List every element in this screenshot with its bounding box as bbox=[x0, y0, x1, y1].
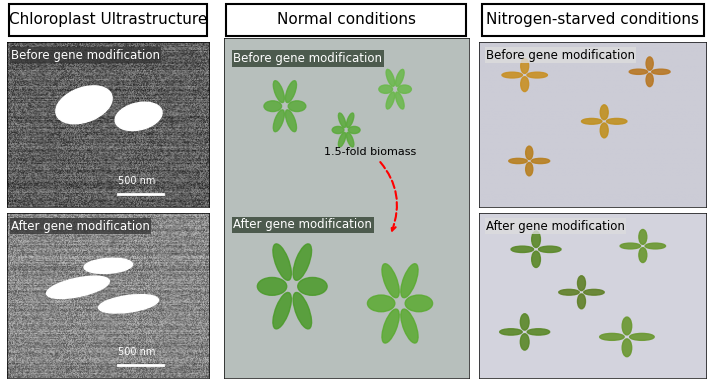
Ellipse shape bbox=[581, 118, 602, 124]
Ellipse shape bbox=[520, 334, 529, 350]
Text: 500 nm: 500 nm bbox=[118, 176, 155, 186]
Ellipse shape bbox=[577, 294, 586, 309]
Ellipse shape bbox=[293, 293, 312, 329]
Ellipse shape bbox=[257, 277, 287, 295]
Ellipse shape bbox=[368, 295, 395, 312]
Ellipse shape bbox=[56, 86, 112, 124]
Text: 500 nm: 500 nm bbox=[118, 347, 155, 357]
Ellipse shape bbox=[405, 295, 432, 312]
Ellipse shape bbox=[339, 113, 346, 128]
Ellipse shape bbox=[386, 92, 395, 109]
FancyBboxPatch shape bbox=[481, 5, 704, 36]
Ellipse shape bbox=[264, 101, 282, 112]
Ellipse shape bbox=[606, 118, 627, 124]
Ellipse shape bbox=[520, 77, 529, 92]
Ellipse shape bbox=[539, 246, 561, 253]
Ellipse shape bbox=[401, 309, 418, 343]
Ellipse shape bbox=[629, 69, 648, 74]
Ellipse shape bbox=[401, 264, 418, 298]
Ellipse shape bbox=[349, 126, 360, 134]
Ellipse shape bbox=[273, 244, 291, 280]
Ellipse shape bbox=[622, 339, 632, 357]
Ellipse shape bbox=[99, 295, 158, 313]
Ellipse shape bbox=[273, 81, 285, 102]
Ellipse shape bbox=[273, 293, 291, 329]
Ellipse shape bbox=[630, 333, 654, 340]
Ellipse shape bbox=[600, 333, 624, 340]
Ellipse shape bbox=[646, 57, 653, 70]
Ellipse shape bbox=[84, 258, 133, 274]
Ellipse shape bbox=[346, 113, 354, 128]
Text: After gene modification: After gene modification bbox=[486, 220, 625, 233]
Ellipse shape bbox=[395, 92, 404, 109]
Ellipse shape bbox=[339, 133, 346, 147]
Ellipse shape bbox=[520, 58, 529, 73]
Ellipse shape bbox=[379, 85, 393, 93]
Ellipse shape bbox=[531, 159, 550, 163]
Ellipse shape bbox=[600, 123, 608, 138]
Ellipse shape bbox=[532, 251, 540, 267]
Text: Chloroplast Ultrastructure: Chloroplast Ultrastructure bbox=[9, 12, 207, 27]
Ellipse shape bbox=[332, 126, 344, 134]
Ellipse shape bbox=[584, 290, 604, 295]
Ellipse shape bbox=[645, 243, 665, 249]
Ellipse shape bbox=[346, 133, 354, 147]
FancyBboxPatch shape bbox=[226, 5, 466, 36]
Ellipse shape bbox=[297, 277, 327, 295]
Ellipse shape bbox=[559, 290, 579, 295]
Ellipse shape bbox=[577, 276, 586, 291]
Text: After gene modification: After gene modification bbox=[234, 219, 372, 231]
Ellipse shape bbox=[520, 314, 529, 330]
Text: After gene modification: After gene modification bbox=[11, 220, 150, 233]
Ellipse shape bbox=[622, 317, 632, 335]
Text: Before gene modification: Before gene modification bbox=[11, 49, 160, 62]
Text: 1.5-fold biomass: 1.5-fold biomass bbox=[324, 147, 417, 231]
Ellipse shape bbox=[528, 329, 550, 335]
FancyBboxPatch shape bbox=[9, 5, 207, 36]
Text: Nitrogen-starved conditions: Nitrogen-starved conditions bbox=[486, 12, 699, 27]
Ellipse shape bbox=[273, 110, 285, 132]
Ellipse shape bbox=[600, 105, 608, 120]
Text: Before gene modification: Before gene modification bbox=[486, 49, 635, 62]
Ellipse shape bbox=[532, 231, 540, 248]
Ellipse shape bbox=[500, 329, 522, 335]
Ellipse shape bbox=[620, 243, 640, 249]
Ellipse shape bbox=[639, 248, 647, 262]
Ellipse shape bbox=[47, 276, 109, 298]
Ellipse shape bbox=[386, 70, 395, 86]
Ellipse shape bbox=[525, 146, 532, 160]
Ellipse shape bbox=[382, 309, 399, 343]
Ellipse shape bbox=[527, 72, 547, 78]
Ellipse shape bbox=[382, 264, 399, 298]
Ellipse shape bbox=[293, 244, 312, 280]
Ellipse shape bbox=[285, 81, 297, 102]
Ellipse shape bbox=[398, 85, 411, 93]
Ellipse shape bbox=[285, 110, 297, 132]
Ellipse shape bbox=[646, 73, 653, 87]
Ellipse shape bbox=[502, 72, 523, 78]
Ellipse shape bbox=[115, 102, 162, 131]
Ellipse shape bbox=[639, 230, 647, 244]
Text: Before gene modification: Before gene modification bbox=[234, 52, 383, 65]
Ellipse shape bbox=[652, 69, 670, 74]
Ellipse shape bbox=[511, 246, 533, 253]
Ellipse shape bbox=[509, 159, 528, 163]
Ellipse shape bbox=[395, 70, 404, 86]
Ellipse shape bbox=[288, 101, 306, 112]
Text: Normal conditions: Normal conditions bbox=[277, 12, 415, 27]
Ellipse shape bbox=[525, 162, 532, 176]
